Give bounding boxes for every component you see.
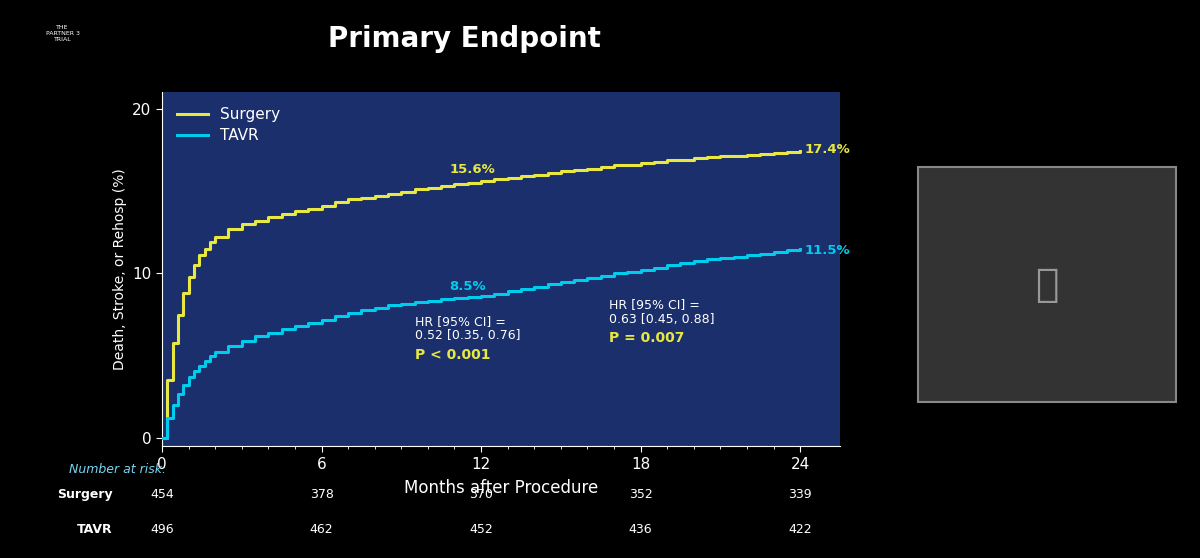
FancyBboxPatch shape: [918, 167, 1176, 402]
Text: 452: 452: [469, 523, 493, 536]
Text: 496: 496: [150, 523, 174, 536]
Text: P = 0.007: P = 0.007: [608, 331, 684, 345]
Text: THE
PARTNER 3
TRIAL: THE PARTNER 3 TRIAL: [46, 25, 79, 42]
Text: 370: 370: [469, 488, 493, 501]
Text: 15.6%: 15.6%: [449, 163, 494, 176]
Text: Primary Endpoint: Primary Endpoint: [329, 25, 601, 53]
X-axis label: Months after Procedure: Months after Procedure: [404, 479, 598, 497]
Y-axis label: Death, Stroke, or Rehosp (%): Death, Stroke, or Rehosp (%): [113, 169, 127, 370]
Text: 11.5%: 11.5%: [804, 244, 850, 257]
Text: HR [95% CI] =: HR [95% CI] =: [414, 315, 505, 328]
Text: 378: 378: [310, 488, 334, 501]
Text: TAVR: TAVR: [77, 523, 113, 536]
Text: 17.4%: 17.4%: [804, 143, 850, 156]
Text: Number at risk:: Number at risk:: [68, 463, 166, 477]
Text: HR [95% CI] =: HR [95% CI] =: [608, 298, 700, 311]
Text: 436: 436: [629, 523, 653, 536]
Text: 339: 339: [788, 488, 812, 501]
Text: P < 0.001: P < 0.001: [414, 348, 490, 362]
Text: Surgery: Surgery: [56, 488, 113, 501]
Legend: Surgery, TAVR: Surgery, TAVR: [169, 100, 288, 151]
Text: 0.52 [0.35, 0.76]: 0.52 [0.35, 0.76]: [414, 329, 520, 343]
Text: 8.5%: 8.5%: [449, 280, 486, 293]
Text: 0.63 [0.45, 0.88]: 0.63 [0.45, 0.88]: [608, 313, 714, 326]
Text: 462: 462: [310, 523, 334, 536]
Text: 352: 352: [629, 488, 653, 501]
Text: 👤: 👤: [1036, 266, 1058, 304]
Text: 422: 422: [788, 523, 812, 536]
Text: 454: 454: [150, 488, 174, 501]
